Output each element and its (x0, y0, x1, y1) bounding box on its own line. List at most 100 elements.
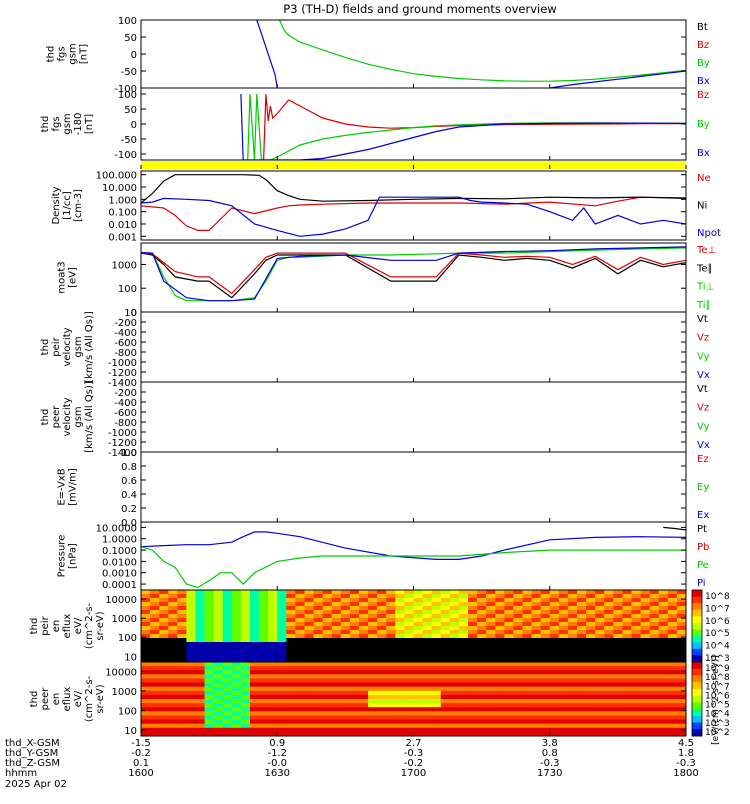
spectrogram-cell (313, 602, 324, 607)
spectrogram-cell (504, 614, 515, 619)
orbit-row-name: thd_Y-GSM (5, 748, 58, 759)
spectrogram-cell (613, 602, 624, 607)
spectrogram-cell (150, 682, 160, 688)
spectrogram-cell (613, 658, 624, 662)
spectrogram-cell (549, 606, 560, 611)
spectrogram-cell (331, 723, 342, 729)
spectrogram-cell (377, 682, 387, 688)
spectrogram-cell (558, 686, 569, 692)
spectrogram-cell (349, 699, 360, 704)
series-group (141, 174, 686, 237)
spectrogram-cell (240, 723, 251, 729)
spectrogram-cell (495, 594, 505, 599)
y-axis-label: moat3 (57, 261, 68, 293)
orbit-row-value: 0.8 (542, 748, 558, 759)
spectrogram-cell (422, 731, 433, 736)
spectrogram-cell (277, 727, 287, 733)
spectrogram-cell (558, 590, 569, 595)
spectrogram-cell (150, 711, 160, 717)
spectrogram-cell (613, 707, 624, 712)
spectrogram-cell (177, 670, 188, 675)
colorbar-segment (692, 709, 702, 717)
spectrogram-cell (604, 674, 614, 680)
spectrogram-cell (477, 606, 487, 611)
spectrogram-cell (558, 727, 569, 733)
spectrogram-cell (622, 674, 633, 680)
spectrogram-cell (222, 614, 233, 619)
spectrogram-cell (440, 674, 451, 680)
spectrogram-cell (413, 602, 424, 607)
spectrogram-cell (168, 678, 178, 684)
spectrogram-cell (622, 642, 633, 647)
spectrogram-cell (504, 666, 515, 671)
spectrogram-cell (286, 642, 297, 647)
spectrogram-cell (150, 614, 160, 619)
spectrogram-cell (631, 715, 642, 721)
spectrogram-cell (667, 699, 678, 704)
spectrogram-cell (676, 642, 686, 647)
spectrogram-cell (449, 618, 460, 623)
spectrogram-cell (386, 606, 396, 611)
spectrogram-cell (313, 731, 324, 736)
spectrogram-cell (286, 606, 297, 611)
spectrogram-cell (558, 654, 569, 659)
spectrogram-cell (331, 674, 342, 680)
spectrogram-cell (413, 610, 424, 615)
spectrogram-cell (431, 622, 442, 627)
spectrogram-cell (422, 658, 433, 662)
spectrogram-cell (159, 662, 169, 667)
spectrogram-cell (567, 662, 578, 667)
spectrogram-cell (595, 686, 605, 692)
legend-ni: Ni (697, 201, 707, 212)
spectrogram-cell (613, 606, 624, 611)
spectrogram-cell (558, 678, 569, 684)
spectrogram-cell (404, 694, 415, 700)
spectrogram-cell (440, 670, 451, 675)
spectrogram-cell (404, 723, 415, 729)
spectrogram-cell (195, 682, 206, 688)
spectrogram-cell (159, 650, 169, 655)
series-group (141, 526, 686, 589)
spectrogram-cell (340, 686, 351, 692)
y-tick-label: 10000 (105, 595, 137, 606)
spectrogram-cell (595, 606, 605, 611)
spectrogram-cell (631, 618, 642, 623)
spectrogram-cell (404, 646, 415, 651)
spectrogram-cell (331, 666, 342, 671)
spectrogram-cell (222, 610, 233, 615)
spectrogram-cell (549, 630, 560, 635)
spectrogram-cell (558, 682, 569, 688)
spectrogram-cell (295, 610, 306, 615)
spectrogram-cell (395, 650, 406, 655)
series-line-bx (256, 20, 278, 88)
spectrogram-cell (213, 594, 224, 599)
spectrogram-cell (413, 674, 424, 680)
spectrogram-cell (567, 678, 578, 684)
spectrogram-cell (340, 638, 351, 643)
spectrogram-cell (177, 618, 188, 623)
legend-pb: Pb (697, 542, 709, 553)
spectrogram-cell (522, 594, 533, 599)
spectrogram-cell (513, 610, 524, 615)
spectrogram-cell (558, 606, 569, 611)
spectrogram-cell (213, 699, 224, 704)
spectrogram-cell (413, 634, 424, 639)
y-tick-label: -100 (114, 84, 137, 95)
spectrogram-cell (531, 731, 542, 736)
spectrogram-cell (250, 654, 260, 659)
spectrogram-cell (177, 678, 188, 684)
spectrogram-cell (667, 666, 678, 671)
spectrogram-cell (141, 699, 151, 704)
spectrogram-cell (386, 662, 396, 667)
spectrogram-cell (477, 690, 487, 696)
spectrogram-cell (222, 590, 233, 595)
spectrogram-cell (240, 602, 251, 607)
spectrogram-cell (495, 590, 505, 595)
spectrogram-cell (304, 719, 315, 725)
spectrogram-cell (340, 719, 351, 725)
spectrogram-cell (177, 727, 188, 733)
orbit-row-value: -0.3 (540, 758, 560, 769)
spectrogram-cell (295, 682, 306, 688)
spectrogram-cell (649, 723, 660, 729)
spectrogram-cell (631, 622, 642, 627)
